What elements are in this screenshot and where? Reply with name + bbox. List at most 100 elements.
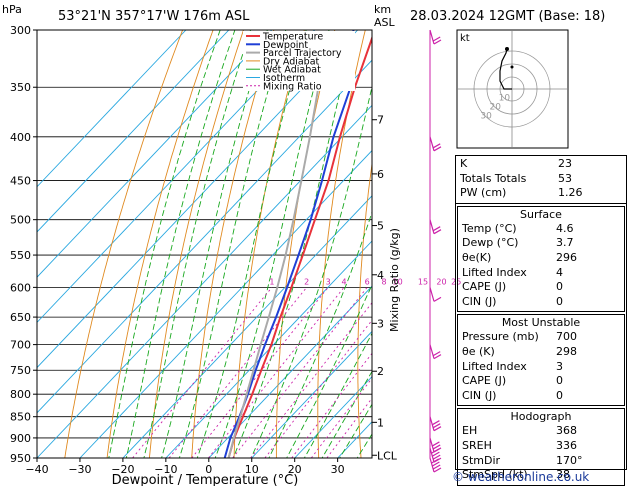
index-value: 3 (556, 359, 563, 373)
surface-block: Surface Temp (°C) 4.6 Dewp (°C) 3.7 θe(K) 2… (457, 205, 625, 313)
wind-barb-flag (433, 296, 442, 302)
parcel-trajectory-line (227, 87, 320, 458)
index-value: 0 (556, 280, 563, 294)
isotherm (79, 149, 372, 458)
height-tick-label: 7 (377, 114, 384, 127)
dry-adiabat (106, 30, 214, 458)
pressure-tick-label: 500 (10, 214, 31, 227)
height-tick-label: 3 (377, 317, 384, 330)
isotherm (37, 30, 273, 278)
wind-barb-flag (432, 226, 441, 232)
index-key: Dewp (°C) (462, 236, 519, 250)
plot-frame (36, 29, 373, 459)
hodograph-trace (499, 48, 512, 90)
index-value: 0 (556, 294, 563, 308)
wind-barb (429, 344, 435, 359)
index-key: SREH (462, 438, 492, 452)
temperature-tick-label: 10 (245, 463, 259, 476)
wind-barb-flag (432, 451, 440, 457)
isotherm (165, 240, 372, 458)
mixing-ratio-label: 15 (418, 277, 428, 286)
temperature-line (227, 35, 372, 458)
wind-barb-flag (432, 36, 441, 42)
mixing-ratio-line (208, 287, 345, 458)
index-row: EH 368 (458, 424, 624, 439)
pressure-tick-label: 750 (10, 364, 31, 377)
index-row: Lifted Index 3 (458, 360, 624, 375)
index-value: 4 (556, 265, 563, 279)
pressure-tick-label: 850 (10, 411, 31, 424)
index-value: 38 (556, 468, 570, 482)
index-key: CIN (J) (462, 388, 497, 402)
index-row: CAPE (J) 0 (458, 374, 624, 389)
indices-top-block: K 23 Totals Totals 53 PW (cm) 1.26 (456, 156, 626, 204)
hodograph-ring-label: 20 (490, 103, 502, 113)
indices-panel: K 23 Totals Totals 53 PW (cm) 1.26 Surface … (455, 155, 627, 486)
isotherm (37, 30, 230, 233)
index-key: K (460, 157, 468, 170)
index-key: CIN (J) (462, 294, 497, 308)
dry-adiabat (191, 30, 275, 458)
copyright-footer[interactable]: © weatheronline.co.uk (452, 470, 590, 484)
pressure-tick-label: 450 (10, 175, 31, 188)
index-row: Dewp (°C) 3.7 (458, 236, 624, 251)
index-key: θe(K) (462, 250, 492, 264)
height-tick-label: 4 (377, 269, 384, 282)
dry-adiabat (434, 30, 456, 458)
wet-adiabat (268, 210, 372, 458)
isotherm (37, 104, 372, 458)
temperature-tick-label: −10 (154, 463, 177, 476)
legend-background (243, 31, 355, 91)
wind-barb-flag (432, 420, 440, 426)
hodograph-endpoint (505, 47, 509, 51)
index-value: 23 (558, 157, 572, 170)
hodograph-ring-label: 30 (480, 112, 492, 122)
mixing-ratio-label: 1 (269, 277, 274, 286)
isotherm (37, 30, 187, 188)
wind-barb (429, 287, 435, 302)
index-key: CAPE (J) (462, 280, 507, 294)
wet-adiabat (196, 30, 307, 458)
index-key: Lifted Index (462, 359, 527, 373)
pressure-tick-label: 900 (10, 432, 31, 445)
index-row: CIN (J) 0 (458, 389, 624, 404)
index-row: PW (cm) 1.26 (456, 186, 626, 201)
height-tick-label: 1 (377, 416, 384, 429)
wind-barb (429, 416, 435, 431)
wet-adiabat (178, 30, 287, 458)
index-value: 3.7 (556, 236, 574, 250)
legend-label: Mixing Ratio (263, 81, 322, 92)
wind-barb-flag (433, 426, 442, 432)
mixing-ratio-line (264, 319, 372, 458)
temperature-tick-label: −30 (68, 463, 91, 476)
dry-adiabat (397, 30, 427, 458)
surface-heading: Surface (520, 207, 562, 221)
dry-adiabat (64, 30, 184, 458)
index-value: 0 (556, 388, 563, 402)
wind-barb-flag (432, 351, 441, 357)
legend-label: Temperature (262, 32, 323, 43)
legend-label: Dry Adiabat (263, 56, 320, 67)
wind-barb-flag (433, 354, 442, 360)
mixing-ratio-label: 6 (365, 277, 370, 286)
pressure-tick-label: 950 (10, 452, 31, 465)
storm-motion-marker (510, 65, 514, 69)
mixing-ratio-axis-label: Mixing Ratio (g/kg) (388, 228, 401, 332)
legend-label: Parcel Trajectory (263, 48, 342, 59)
wind-barb-flag (432, 423, 441, 429)
location-title: 53°21'N 357°17'W 176m ASL (58, 9, 250, 24)
index-value: 53 (558, 171, 572, 185)
wind-barb (429, 447, 435, 463)
wind-barb-flag (432, 461, 440, 467)
pressure-tick-label: 400 (10, 131, 31, 144)
asl-label: ASL (374, 16, 396, 29)
pressure-tick-label: 600 (10, 281, 31, 294)
pressure-tick-label: 300 (10, 24, 31, 37)
index-value: 700 (556, 330, 577, 344)
hodograph-ring-label: 10 (499, 93, 511, 103)
temperature-tick-label: −20 (111, 463, 134, 476)
height-tick-label: 6 (377, 168, 384, 181)
wet-adiabat (286, 283, 372, 458)
index-row: Totals Totals 53 (456, 172, 626, 187)
